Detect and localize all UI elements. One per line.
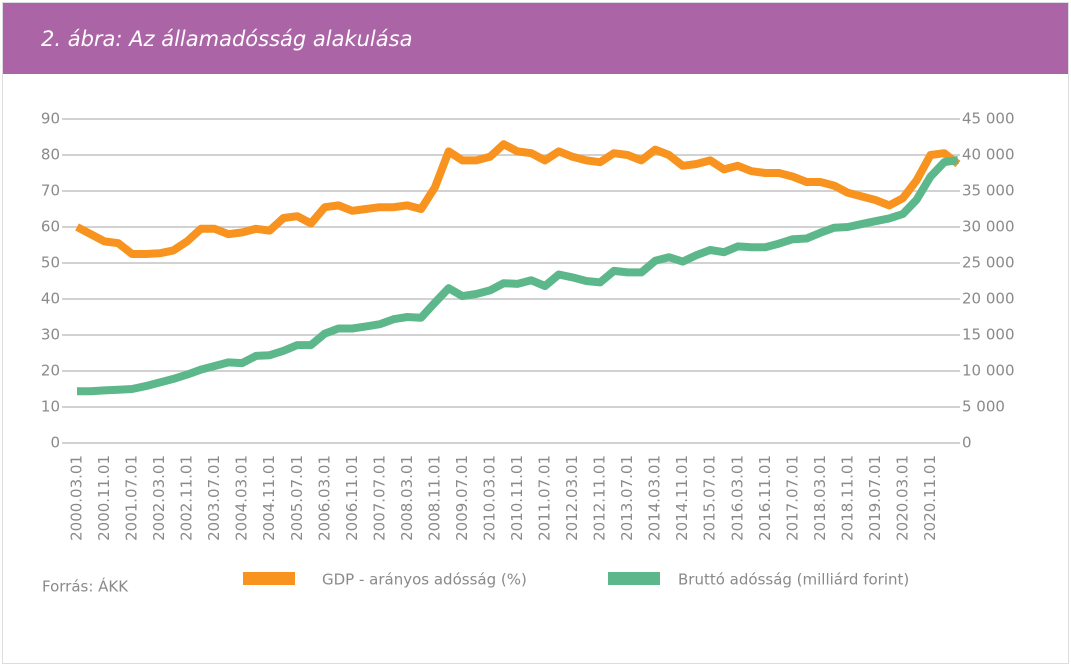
line-series bbox=[77, 156, 959, 396]
x-tick-label: 2003.07.01 bbox=[205, 455, 223, 541]
x-tick-label: 2016.03.01 bbox=[728, 455, 746, 541]
y2-tick-label: 0 bbox=[962, 434, 972, 452]
y-tick-label: 90 bbox=[41, 110, 60, 128]
x-tick-label: 2009.07.01 bbox=[453, 455, 471, 541]
y-tick-label: 40 bbox=[41, 290, 60, 308]
x-tick-label: 2012.03.01 bbox=[563, 455, 581, 541]
x-tick-label: 2011.07.01 bbox=[536, 455, 554, 541]
x-tick-label: 2002.03.01 bbox=[150, 455, 168, 541]
y2-tick-label: 30 000 bbox=[962, 218, 1015, 236]
y-tick-label: 0 bbox=[50, 434, 60, 452]
y-tick-label: 10 bbox=[41, 398, 60, 416]
legend-label: GDP - arányos adósság (%) bbox=[322, 571, 527, 589]
x-tick-label: 2020.03.01 bbox=[893, 455, 911, 541]
y-tick-label: 60 bbox=[41, 218, 60, 236]
y2-tick-label: 15 000 bbox=[962, 326, 1015, 344]
y2-tick-label: 45 000 bbox=[962, 110, 1015, 128]
x-tick-label: 2002.11.01 bbox=[178, 455, 196, 541]
x-tick-label: 2001.07.01 bbox=[123, 455, 141, 541]
title: 2. ábra: Az államadósság alakulása bbox=[41, 27, 413, 51]
legend-swatch bbox=[608, 572, 660, 585]
x-tick-label: 2010.11.01 bbox=[508, 455, 526, 541]
y2-tick-label: 40 000 bbox=[962, 146, 1015, 164]
legend-label: Bruttó adósság (milliárd forint) bbox=[678, 571, 909, 589]
x-tick-label: 2006.11.01 bbox=[343, 455, 361, 541]
x-tick-label: 2007.07.01 bbox=[370, 455, 388, 541]
y2-tick-label: 35 000 bbox=[962, 182, 1015, 200]
x-tick-label: 2019.07.01 bbox=[866, 455, 884, 541]
y2-tick-label: 20 000 bbox=[962, 290, 1015, 308]
x-tick-label: 2008.11.01 bbox=[425, 455, 443, 541]
x-tick-label: 2017.07.01 bbox=[783, 455, 801, 541]
y2-tick-label: 5 000 bbox=[962, 398, 1005, 416]
x-tick-label: 2000.03.01 bbox=[68, 455, 86, 541]
x-tick-label: 2008.03.01 bbox=[398, 455, 416, 541]
y-tick-label: 50 bbox=[41, 254, 60, 272]
y-tick-label: 70 bbox=[41, 182, 60, 200]
x-tick-label: 2004.03.01 bbox=[233, 455, 251, 541]
y-tick-label: 20 bbox=[41, 362, 60, 380]
y2-tick-label: 25 000 bbox=[962, 254, 1015, 272]
header: 2. ábra: Az államadósság alakulása bbox=[3, 3, 1068, 74]
x-tick-label: 2018.11.01 bbox=[838, 455, 856, 541]
x-tick-label: 2015.07.01 bbox=[701, 455, 719, 541]
y2-tick-label: 10 000 bbox=[962, 362, 1015, 380]
x-tick-label: 2018.03.01 bbox=[811, 455, 829, 541]
x-tick-label: 2004.11.01 bbox=[260, 455, 278, 541]
x-tick-label: 2006.03.01 bbox=[315, 455, 333, 541]
y-tick-label: 80 bbox=[41, 146, 60, 164]
legend-swatch bbox=[243, 572, 295, 585]
source: Forrás: ÁKK bbox=[42, 577, 129, 596]
x-tick-label: 2000.11.01 bbox=[95, 455, 113, 541]
x-tick-label: 2012.11.01 bbox=[591, 455, 609, 541]
x-tick-label: 2014.03.01 bbox=[646, 455, 664, 541]
x-tick-label: 2013.07.01 bbox=[618, 455, 636, 541]
x-tick-label: 2005.07.01 bbox=[288, 455, 306, 541]
line-series bbox=[75, 140, 961, 258]
x-tick-label: 2010.03.01 bbox=[480, 455, 498, 541]
x-tick-label: 2016.11.01 bbox=[756, 455, 774, 541]
x-tick-label: 2020.11.01 bbox=[921, 455, 939, 541]
y-tick-label: 30 bbox=[41, 326, 60, 344]
x-tick-label: 2014.11.01 bbox=[673, 455, 691, 541]
